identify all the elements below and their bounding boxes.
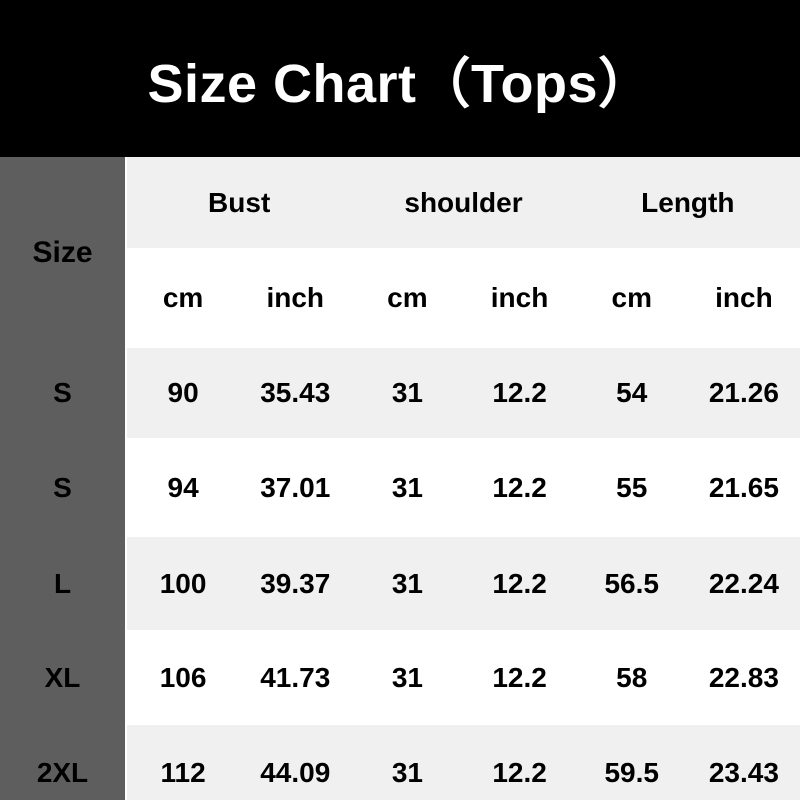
table-cell: 39.37 — [260, 567, 331, 599]
table-cell: 112 — [160, 756, 206, 788]
corner-label-size: Size — [32, 235, 93, 269]
table-cell: 31 — [391, 567, 423, 599]
size-column-background — [0, 157, 125, 800]
size-label: S — [53, 377, 72, 408]
table-cell: 31 — [391, 377, 423, 408]
group-header-length: Length — [641, 186, 735, 218]
size-label: L — [53, 567, 72, 599]
table-cell: 22.83 — [708, 661, 779, 693]
size-label: XL — [44, 661, 81, 693]
table-cell: 41.73 — [260, 661, 331, 693]
unit-label: cm — [611, 282, 652, 313]
unit-label: inch — [490, 282, 549, 313]
group-header-bust: Bust — [208, 186, 271, 218]
unit-label: inch — [715, 282, 773, 313]
table-cell: 22.24 — [708, 567, 779, 599]
table-cell: 44.09 — [260, 756, 331, 788]
table-cell: 21.26 — [708, 377, 779, 408]
stripe-band — [127, 537, 800, 630]
unit-label: cm — [162, 282, 204, 313]
table-cell: 21.65 — [708, 471, 779, 503]
page-title: Size Chart（Tops） — [147, 54, 653, 114]
unit-label: inch — [266, 282, 325, 313]
table-cell: 31 — [391, 471, 423, 503]
table-cell: 12.2 — [492, 567, 547, 599]
stripe-band — [127, 725, 800, 800]
header-row-band — [127, 157, 800, 248]
table-cell: 90 — [167, 377, 199, 408]
table-cell: 35.43 — [260, 377, 331, 408]
table-cell: 37.01 — [260, 471, 331, 503]
table-cell: 100 — [159, 567, 207, 599]
table-cell: 106 — [159, 661, 207, 693]
table-cell: 54 — [616, 377, 648, 408]
table-cell: 55 — [616, 471, 648, 503]
table-cell: 23.43 — [708, 756, 779, 788]
table-cell: 59.5 — [604, 756, 659, 788]
table-cell: 58 — [616, 661, 648, 693]
table-cell: 31 — [391, 661, 423, 693]
table-cell: 31 — [391, 756, 423, 788]
table-cell: 94 — [167, 471, 199, 503]
group-header-shoulder: shoulder — [404, 186, 523, 218]
size-label: S — [53, 471, 72, 503]
table-cell: 12.2 — [492, 756, 547, 788]
title-banner: Size Chart（Tops） — [0, 0, 800, 157]
stripe-band — [127, 348, 800, 438]
table-cell: 56.5 — [604, 567, 659, 599]
size-label: 2XL — [36, 756, 89, 788]
table-cell: 12.2 — [492, 661, 547, 693]
table-cell: 12.2 — [492, 471, 547, 503]
table-cell: 12.2 — [492, 377, 547, 408]
unit-label: cm — [387, 282, 428, 313]
size-chart-table: Size Bust shoulder Length cm inch cm inc… — [0, 157, 800, 800]
